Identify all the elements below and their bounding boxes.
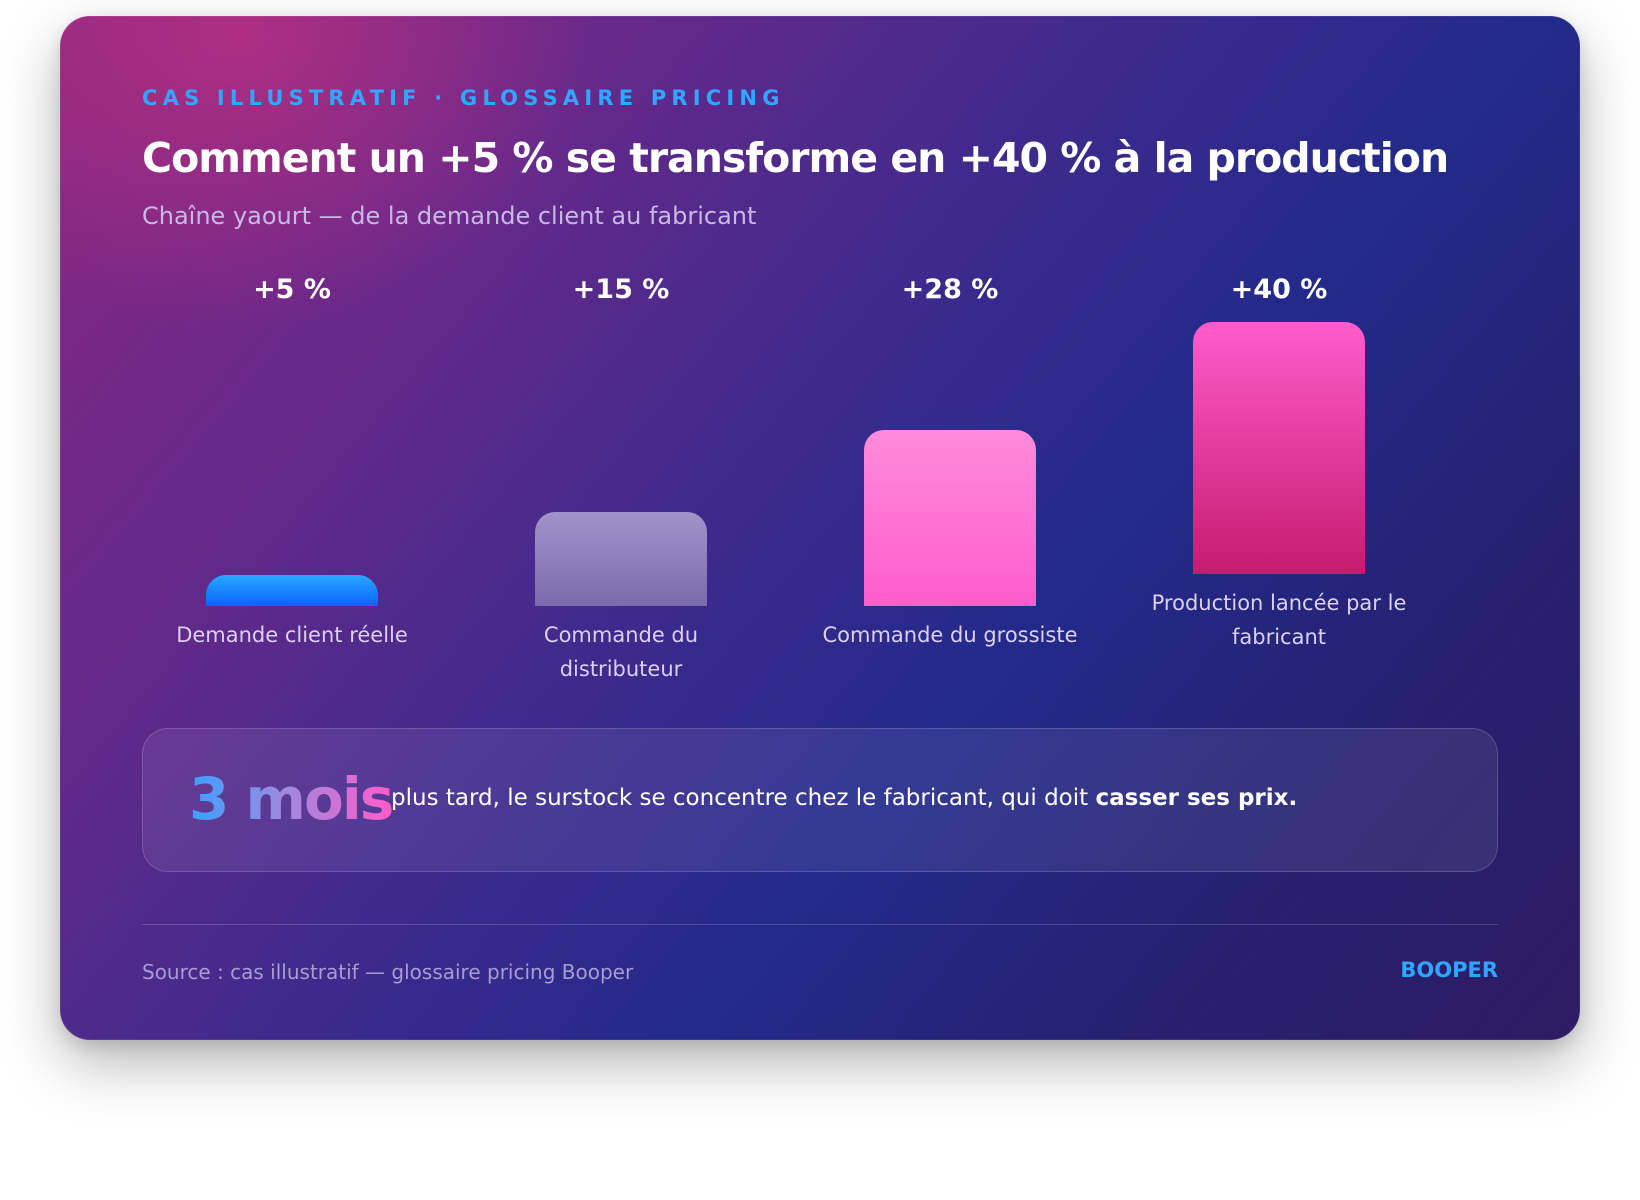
callout-box: 3 mois plus tard, le surstock se concent… — [142, 728, 1498, 872]
brand-logo: BOOPER — [1400, 958, 1498, 982]
eyebrow-label: CAS ILLUSTRATIF · GLOSSAIRE PRICING — [142, 86, 785, 110]
callout-text: plus tard, le surstock se concentre chez… — [391, 785, 1297, 811]
source-note: Source : cas illustratif — glossaire pri… — [142, 960, 634, 984]
footer-divider — [142, 924, 1498, 925]
bar — [206, 575, 378, 606]
bar — [1193, 322, 1365, 574]
bar — [864, 430, 1036, 606]
bar-value-label: +28 % — [901, 274, 999, 305]
category-label: Demande client réelle — [176, 623, 408, 647]
category-label: Commande du distributeur — [543, 623, 699, 681]
chart-title: Comment un +5 % se transforme en +40 % à… — [142, 134, 1449, 182]
category-label: Production lancée par le fabricant — [1151, 591, 1407, 649]
bar-chart: +5 % Demande client réelle +15 % Commande d… — [60, 16, 1580, 716]
bar-value-label: +15 % — [572, 274, 670, 305]
chart-subtitle: Chaîne yaourt — de la demande client au … — [142, 202, 757, 230]
callout-body: plus tard, le surstock se concentre chez… — [391, 785, 1096, 811]
bar-value-label: +5 % — [253, 274, 331, 305]
callout-highlight: 3 mois — [189, 765, 394, 833]
infographic-card: CAS ILLUSTRATIF · GLOSSAIRE PRICING Comm… — [60, 16, 1580, 1040]
bar-value-label: +40 % — [1230, 274, 1328, 305]
bar — [535, 512, 707, 606]
category-label: Commande du grossiste — [822, 623, 1078, 647]
callout-emphasis: casser ses prix. — [1095, 785, 1298, 811]
